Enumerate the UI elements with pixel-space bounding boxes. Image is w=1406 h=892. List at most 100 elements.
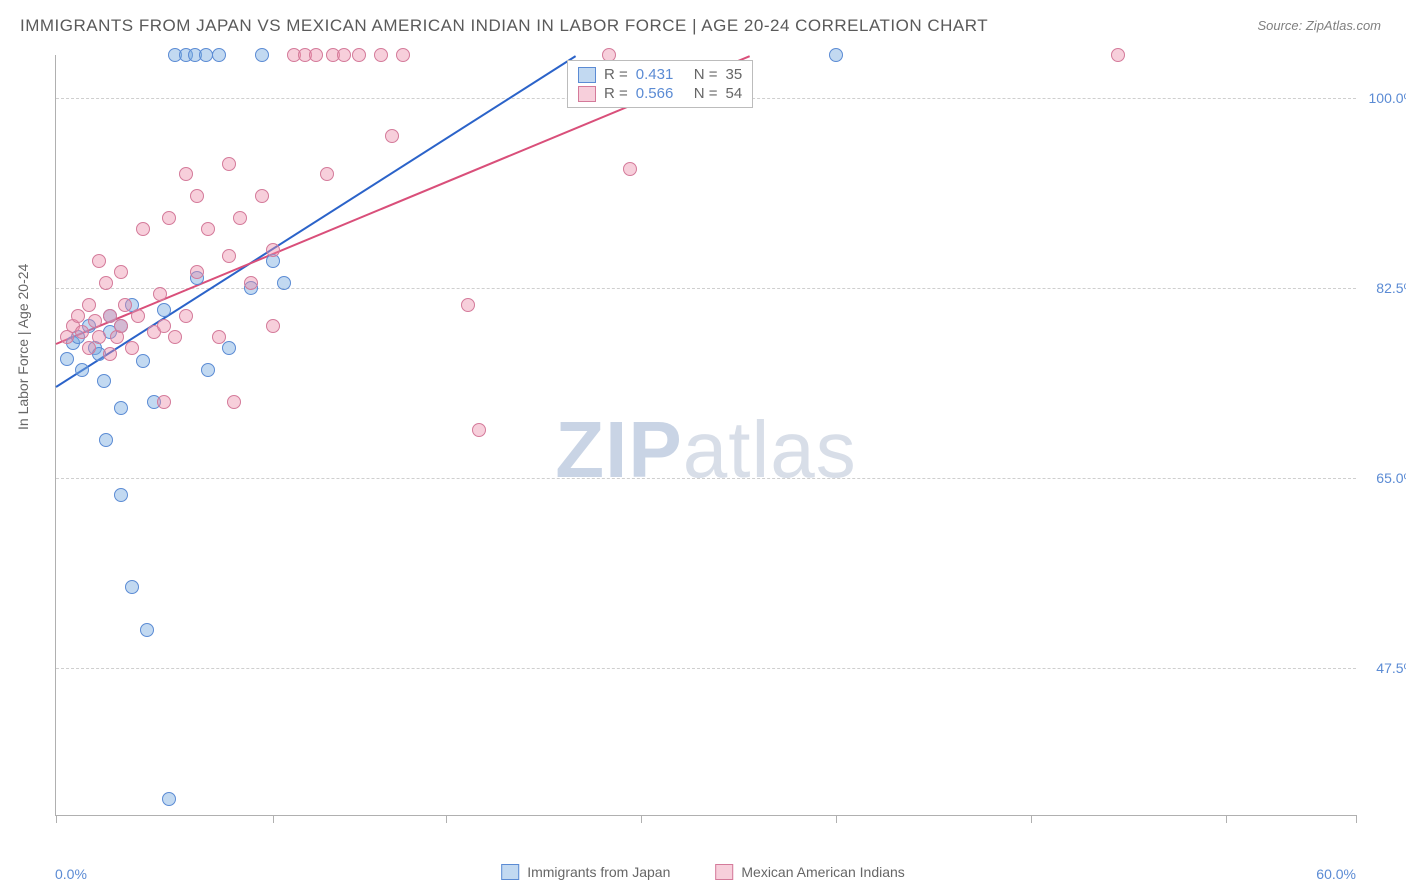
trend-line-japan [55, 55, 576, 388]
watermark-zip: ZIP [555, 405, 682, 494]
x-tick [446, 815, 447, 823]
data-point-japan [277, 276, 291, 290]
legend-R-value: 0.431 [636, 66, 686, 83]
x-axis-max-label: 60.0% [1316, 866, 1356, 882]
data-point-mexican [71, 309, 85, 323]
legend-swatch [578, 86, 596, 102]
legend-R-value: 0.566 [636, 85, 686, 102]
x-tick [273, 815, 274, 823]
data-point-mexican [118, 298, 132, 312]
gridline [56, 478, 1356, 479]
data-point-mexican [320, 167, 334, 181]
data-point-japan [60, 352, 74, 366]
x-tick [836, 815, 837, 823]
data-point-mexican [82, 341, 96, 355]
plot-area: ZIPatlas 100.0%82.5%65.0%47.5% [55, 55, 1356, 816]
data-point-mexican [227, 395, 241, 409]
x-tick [1356, 815, 1357, 823]
data-point-japan [255, 48, 269, 62]
data-point-mexican [88, 314, 102, 328]
data-point-japan [125, 580, 139, 594]
data-point-japan [114, 401, 128, 415]
data-point-mexican [153, 287, 167, 301]
data-point-mexican [157, 395, 171, 409]
data-point-mexican [114, 265, 128, 279]
legend-swatch [715, 864, 733, 880]
data-point-japan [222, 341, 236, 355]
watermark: ZIPatlas [555, 404, 856, 496]
correlation-legend: R = 0.431 N = 35 R = 0.566 N = 54 [567, 60, 753, 108]
y-axis-title: In Labor Force | Age 20-24 [15, 264, 31, 430]
data-point-japan [140, 623, 154, 637]
data-point-mexican [255, 189, 269, 203]
data-point-mexican [623, 162, 637, 176]
y-tick-label: 47.5% [1361, 660, 1406, 676]
data-point-mexican [222, 249, 236, 263]
data-point-mexican [385, 129, 399, 143]
legend-N-value: 54 [726, 85, 743, 102]
watermark-atlas: atlas [683, 405, 857, 494]
data-point-mexican [1111, 48, 1125, 62]
data-point-mexican [179, 167, 193, 181]
x-tick [56, 815, 57, 823]
data-point-mexican [75, 325, 89, 339]
data-point-mexican [244, 276, 258, 290]
series-legend: Immigrants from Japan Mexican American In… [501, 864, 905, 880]
data-point-mexican [212, 330, 226, 344]
data-point-japan [201, 363, 215, 377]
data-point-mexican [82, 298, 96, 312]
data-point-mexican [222, 157, 236, 171]
source-label: Source: ZipAtlas.com [1257, 18, 1381, 33]
data-point-mexican [131, 309, 145, 323]
data-point-mexican [190, 265, 204, 279]
x-tick [1031, 815, 1032, 823]
data-point-mexican [99, 276, 113, 290]
data-point-japan [829, 48, 843, 62]
data-point-japan [162, 792, 176, 806]
legend-N-label: N = [694, 66, 718, 83]
data-point-mexican [309, 48, 323, 62]
legend-N-value: 35 [726, 66, 743, 83]
data-point-mexican [352, 48, 366, 62]
legend-N-label: N = [694, 85, 718, 102]
data-point-japan [136, 354, 150, 368]
data-point-japan [75, 363, 89, 377]
data-point-mexican [114, 319, 128, 333]
legend-R-label: R = [604, 85, 628, 102]
y-tick-label: 82.5% [1361, 280, 1406, 296]
legend-series-label: Immigrants from Japan [527, 864, 670, 880]
data-point-mexican [92, 254, 106, 268]
legend-item-mexican: Mexican American Indians [715, 864, 904, 880]
legend-corr-row-mexican: R = 0.566 N = 54 [578, 84, 742, 103]
data-point-mexican [201, 222, 215, 236]
data-point-mexican [179, 309, 193, 323]
data-point-mexican [472, 423, 486, 437]
data-point-mexican [461, 298, 475, 312]
data-point-mexican [168, 330, 182, 344]
data-point-japan [157, 303, 171, 317]
chart-title: IMMIGRANTS FROM JAPAN VS MEXICAN AMERICA… [20, 16, 988, 36]
data-point-mexican [162, 211, 176, 225]
data-point-japan [199, 48, 213, 62]
data-point-japan [212, 48, 226, 62]
legend-series-label: Mexican American Indians [741, 864, 904, 880]
data-point-mexican [190, 189, 204, 203]
data-point-mexican [103, 347, 117, 361]
data-point-mexican [266, 319, 280, 333]
data-point-japan [99, 433, 113, 447]
data-point-japan [97, 374, 111, 388]
x-tick [1226, 815, 1227, 823]
data-point-mexican [125, 341, 139, 355]
data-point-mexican [266, 243, 280, 257]
data-point-mexican [337, 48, 351, 62]
legend-swatch [578, 67, 596, 83]
data-point-mexican [233, 211, 247, 225]
data-point-mexican [396, 48, 410, 62]
legend-R-label: R = [604, 66, 628, 83]
data-point-mexican [157, 319, 171, 333]
data-point-mexican [92, 330, 106, 344]
data-point-japan [114, 488, 128, 502]
y-tick-label: 65.0% [1361, 470, 1406, 486]
data-point-mexican [103, 309, 117, 323]
legend-swatch [501, 864, 519, 880]
